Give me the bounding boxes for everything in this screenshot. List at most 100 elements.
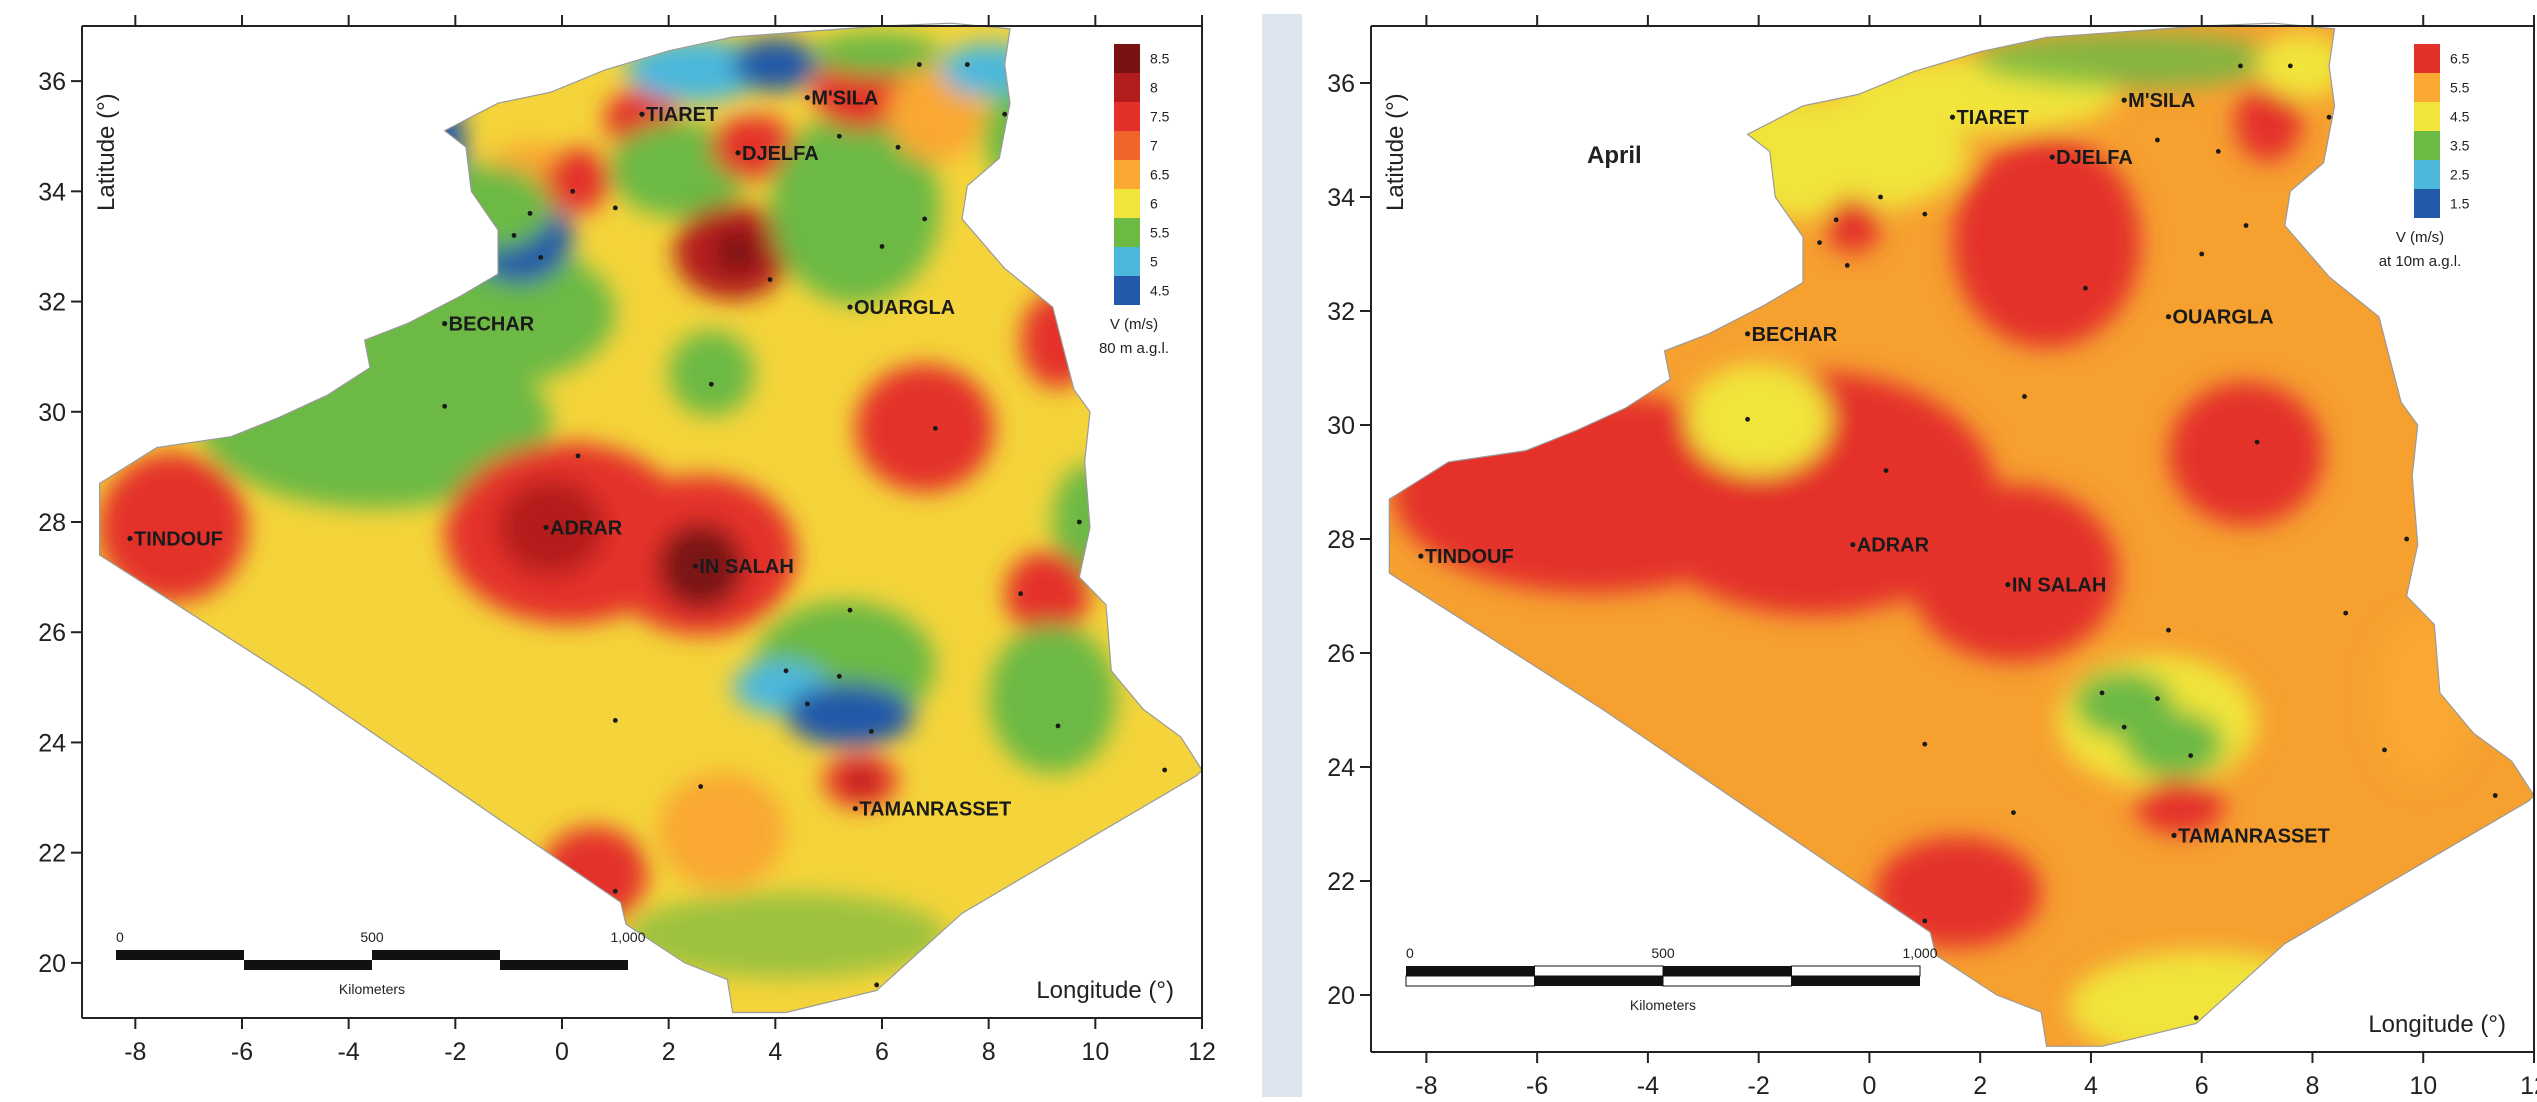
x-tick-label: -4 bbox=[1637, 1072, 1659, 1097]
station-dot bbox=[1922, 918, 1928, 924]
city-label: BECHAR bbox=[1752, 324, 1838, 346]
country-border bbox=[1388, 22, 2535, 1047]
city-label: M'SILA bbox=[811, 88, 878, 110]
scale-label: 1,000 bbox=[610, 929, 645, 945]
city-marker bbox=[852, 805, 858, 812]
station-dot bbox=[698, 784, 704, 789]
station-dot bbox=[895, 144, 901, 150]
city-marker bbox=[1418, 553, 1424, 559]
legend-swatch bbox=[1114, 44, 1140, 73]
station-dot bbox=[1076, 519, 1082, 525]
x-tick-label: 6 bbox=[875, 1038, 889, 1066]
city-label: ADRAR bbox=[1857, 535, 1930, 557]
city-marker bbox=[2121, 97, 2127, 103]
y-tick-label: 22 bbox=[38, 840, 66, 868]
city-label: TINDOUF bbox=[1425, 546, 1514, 568]
x-tick-label: 10 bbox=[1081, 1038, 1109, 1066]
x-tick-label: 2 bbox=[1973, 1072, 1987, 1097]
y-tick-label: 24 bbox=[38, 729, 66, 757]
legend-swatch bbox=[1114, 160, 1140, 189]
y-tick-label: 34 bbox=[38, 178, 66, 206]
station-dot bbox=[2099, 690, 2105, 696]
x-axis-title: Longitude (°) bbox=[1036, 977, 1174, 1004]
city-label: TAMANRASSET bbox=[859, 799, 1011, 821]
country-border bbox=[99, 22, 1203, 1014]
y-tick-label: 22 bbox=[1327, 868, 1355, 896]
city-marker bbox=[2165, 314, 2172, 320]
legend-label: 5.5 bbox=[2450, 80, 2470, 96]
station-dot bbox=[1922, 211, 1928, 217]
station-dot bbox=[2193, 1015, 2199, 1021]
station-dot bbox=[612, 888, 618, 894]
x-tick-label: 4 bbox=[2084, 1072, 2098, 1097]
station-dot bbox=[442, 403, 448, 409]
station-dot bbox=[2254, 439, 2260, 445]
y-tick-label: 30 bbox=[1327, 412, 1355, 440]
legend-swatch bbox=[2414, 102, 2440, 131]
legend-label: 5.5 bbox=[1150, 225, 1170, 241]
scale-label: 500 bbox=[360, 929, 384, 945]
station-dot bbox=[612, 718, 618, 723]
scale-label: 0 bbox=[1406, 945, 1414, 961]
city-marker bbox=[692, 563, 698, 569]
station-dot bbox=[783, 668, 789, 674]
panel-divider bbox=[1262, 14, 1302, 1097]
station-dot bbox=[868, 729, 874, 734]
city-marker bbox=[639, 111, 645, 117]
legend-swatch bbox=[1114, 247, 1140, 276]
station-dot bbox=[2121, 724, 2127, 730]
y-tick-label: 24 bbox=[1327, 754, 1355, 782]
legend-label: 2.5 bbox=[2450, 167, 2470, 183]
city-marker bbox=[1949, 114, 1956, 120]
x-tick-label: -2 bbox=[1748, 1072, 1770, 1097]
city-label: IN SALAH bbox=[699, 556, 793, 578]
station-dot bbox=[804, 701, 810, 707]
legend-swatch bbox=[2414, 44, 2440, 73]
y-tick-label: 28 bbox=[1327, 526, 1355, 554]
station-dot bbox=[2166, 627, 2171, 633]
station-dot bbox=[932, 425, 938, 431]
legend-subtitle: 80 m a.g.l. bbox=[1099, 340, 1169, 357]
city-marker bbox=[127, 535, 133, 542]
scale-bar: 0 500 1,000 Kilometers bbox=[1405, 945, 1938, 1013]
legend-swatch bbox=[1114, 73, 1140, 102]
color-legend: 6.5 5.5 4.5 3.5 2.5 1.5 V (m/s) at 10m a.g.l. bbox=[2379, 44, 2470, 270]
station-dot bbox=[2492, 793, 2498, 798]
station-dot bbox=[570, 188, 576, 194]
x-tick-label: -8 bbox=[1415, 1072, 1437, 1097]
wind-map-80m: -8 -6 -4 -2 0 2 4 6 8 10 12 20 22 24 26 28 30 32 34 36 Latit… bbox=[0, 0, 1240, 1097]
scale-bar: 0 500 1,000 Kilometers bbox=[116, 929, 646, 997]
station-dot bbox=[1833, 217, 1839, 223]
station-dot bbox=[2326, 114, 2332, 120]
city-marker bbox=[1744, 331, 1751, 337]
station-dot bbox=[708, 381, 714, 387]
city-marker bbox=[2005, 582, 2011, 588]
legend-swatch bbox=[2414, 189, 2440, 218]
station-dot bbox=[538, 255, 544, 260]
y-tick-label: 26 bbox=[38, 619, 66, 647]
city-marker bbox=[804, 95, 810, 101]
y-tick-label: 26 bbox=[1327, 640, 1355, 668]
x-tick-label: 6 bbox=[2195, 1072, 2209, 1097]
station-dot bbox=[575, 453, 581, 459]
y-tick-label: 34 bbox=[1327, 184, 1355, 212]
legend-swatch bbox=[1114, 102, 1140, 131]
station-dot bbox=[511, 233, 517, 238]
city-label: OUARGLA bbox=[854, 297, 955, 319]
wind-speed-field bbox=[99, 26, 1202, 1013]
legend-label: 8 bbox=[1150, 80, 1158, 96]
station-dot bbox=[1817, 240, 1822, 246]
station-dot bbox=[2011, 810, 2016, 815]
city-label: TIARET bbox=[646, 104, 718, 126]
x-tick-label: 8 bbox=[982, 1038, 996, 1066]
y-tick-label: 20 bbox=[1327, 982, 1355, 1010]
station-dot bbox=[916, 62, 922, 67]
legend-title: V (m/s) bbox=[2396, 229, 2444, 246]
x-tick-label: -2 bbox=[444, 1038, 466, 1066]
station-dot bbox=[1055, 723, 1061, 729]
station-dot bbox=[2404, 536, 2410, 542]
station-dot bbox=[1883, 468, 1889, 473]
map-april-svg: -8-6-4-2024681012202224262830323436Latit… bbox=[1327, 15, 2537, 1100]
x-tick-label: 8 bbox=[2306, 1072, 2320, 1097]
x-tick-label: 4 bbox=[768, 1038, 782, 1066]
